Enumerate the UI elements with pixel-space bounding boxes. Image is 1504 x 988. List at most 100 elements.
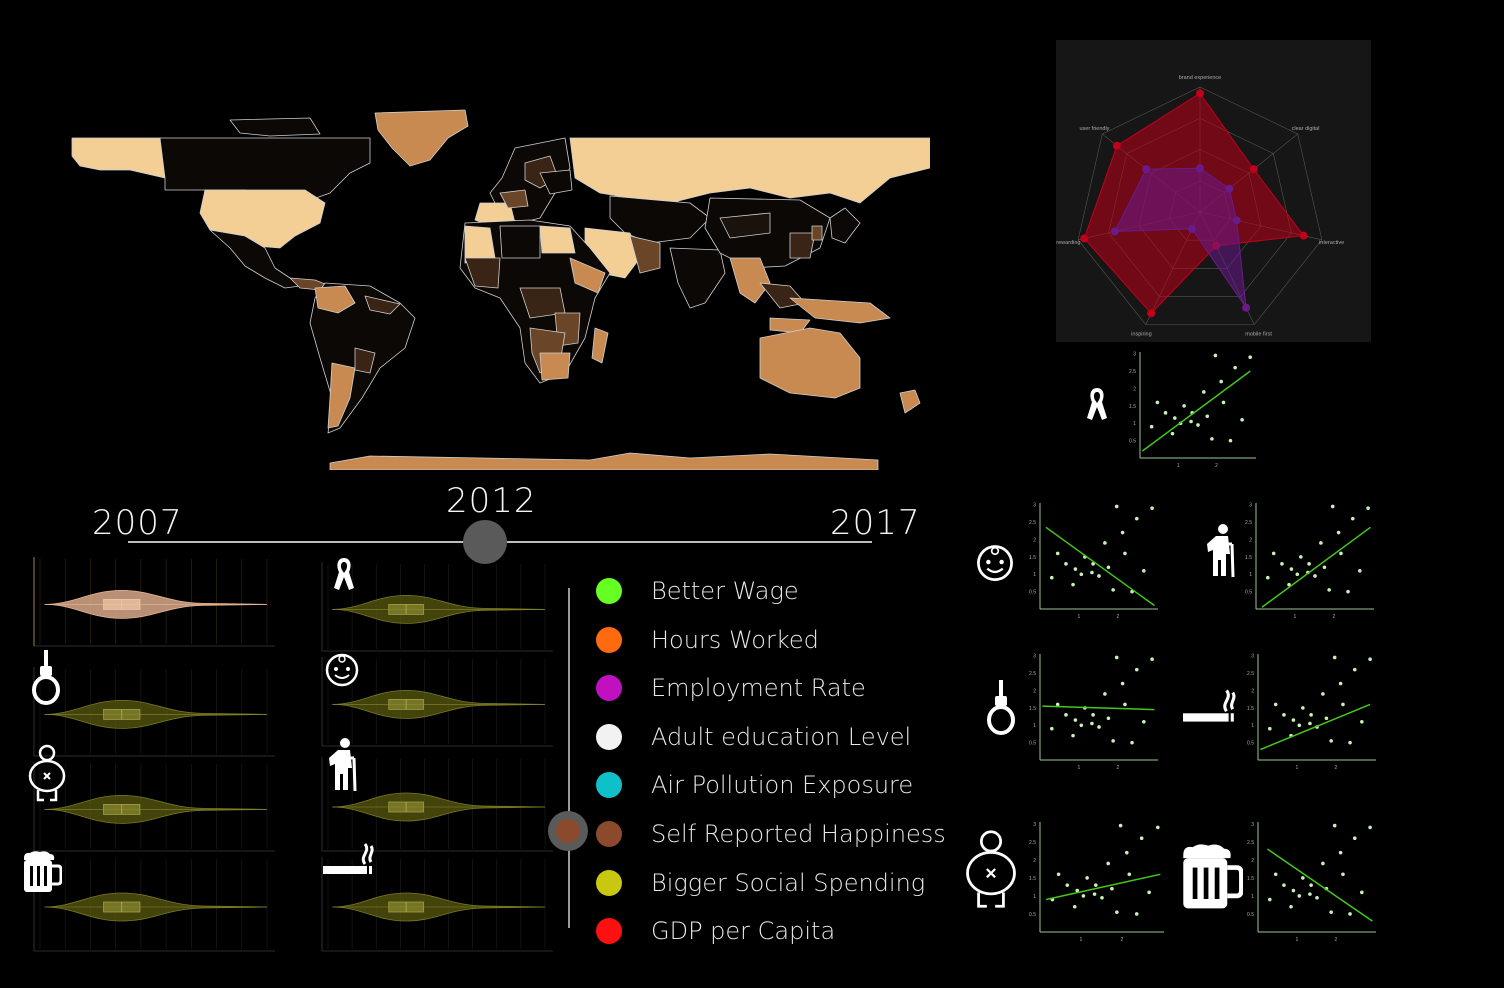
scatter-point[interactable] — [1219, 379, 1223, 384]
scatter-point[interactable] — [1073, 567, 1078, 571]
scatter-point[interactable] — [1147, 890, 1151, 895]
scatter-point[interactable] — [1313, 574, 1317, 578]
scatter-point[interactable] — [1319, 541, 1323, 545]
scatter-point[interactable] — [1064, 562, 1068, 566]
legend-item[interactable]: Hours Worked — [596, 625, 819, 655]
scatter-point[interactable] — [1327, 588, 1331, 592]
scatter-point[interactable] — [1090, 721, 1094, 726]
violin-plot-cancer[interactable] — [318, 560, 553, 655]
scatter-point[interactable] — [1289, 904, 1293, 909]
radar-point[interactable] — [1242, 303, 1251, 312]
scatter-point[interactable] — [1106, 716, 1111, 721]
radar-point[interactable] — [1232, 216, 1241, 225]
scatter-point[interactable] — [1341, 702, 1345, 707]
scatter-point[interactable] — [1271, 551, 1276, 556]
radar-point[interactable] — [1080, 234, 1089, 243]
scatter-point[interactable] — [1125, 850, 1129, 855]
scatter-point[interactable] — [1332, 823, 1337, 828]
violin-plot-elderly[interactable] — [318, 755, 553, 855]
scatter-point[interactable] — [1248, 355, 1252, 360]
radar-point[interactable] — [1112, 141, 1121, 150]
scatter-point[interactable] — [1103, 692, 1107, 696]
scatter-point[interactable] — [1111, 739, 1115, 743]
radar-point[interactable] — [1142, 165, 1151, 174]
scatter-point[interactable] — [1291, 718, 1296, 722]
scatter-point[interactable] — [1092, 892, 1097, 896]
radar-point[interactable] — [1225, 184, 1234, 193]
scatter-point[interactable] — [1055, 551, 1060, 556]
scatter-point[interactable] — [1329, 910, 1333, 914]
scatter-point[interactable] — [1106, 565, 1111, 570]
scatter-point[interactable] — [1352, 667, 1357, 672]
scatter-plot-obesity[interactable]: 3 2.5 2 1.5 1 0.5 1 2 — [1020, 816, 1168, 946]
scatter-point[interactable] — [1081, 894, 1086, 898]
scatter-point[interactable] — [1205, 414, 1210, 419]
scatter-plot-smoking[interactable]: 3 2.5 2 1.5 1 0.5 1 2 — [1238, 648, 1380, 774]
scatter-point[interactable] — [1339, 551, 1343, 556]
legend-item[interactable]: Self Reported Happiness — [596, 819, 946, 849]
scatter-point[interactable] — [1210, 437, 1214, 441]
legend-item[interactable]: Bigger Social Spending — [596, 868, 925, 898]
legend-item[interactable]: Better Wage — [596, 576, 799, 606]
scatter-plot-elderly[interactable]: 3 2.5 2 1.5 1 0.5 1 2 — [1236, 497, 1378, 623]
scatter-point[interactable] — [1056, 872, 1061, 877]
scatter-point[interactable] — [1315, 895, 1319, 900]
scatter-point[interactable] — [1106, 861, 1110, 866]
scatter-point[interactable] — [1118, 823, 1123, 828]
scatter-point[interactable] — [1071, 733, 1075, 738]
scatter-point[interactable] — [1100, 895, 1104, 900]
scatter-point[interactable] — [1240, 417, 1244, 422]
scatter-point[interactable] — [1338, 850, 1343, 855]
scatter-point[interactable] — [1120, 530, 1125, 535]
scatter-point[interactable] — [1273, 872, 1278, 877]
scatter-point[interactable] — [1111, 588, 1115, 592]
scatter-point[interactable] — [1123, 551, 1127, 556]
scatter-point[interactable] — [1097, 574, 1101, 578]
scatter-point[interactable] — [1221, 400, 1226, 405]
scatter-point[interactable] — [1071, 582, 1075, 587]
violin-plot-obesity[interactable] — [30, 760, 275, 855]
scatter-point[interactable] — [1266, 575, 1270, 580]
scatter-point[interactable] — [1360, 719, 1364, 724]
legend-item[interactable]: Air Pollution Exposure — [596, 770, 913, 800]
scatter-point[interactable] — [1273, 702, 1278, 707]
scatter-point[interactable] — [1336, 530, 1341, 535]
scatter-point[interactable] — [1050, 575, 1054, 580]
scatter-point[interactable] — [1050, 726, 1054, 731]
scatter-point[interactable] — [1170, 431, 1175, 436]
scatter-point[interactable] — [1287, 582, 1291, 587]
scatter-plot-infant[interactable]: 3 2.5 2 1.5 1 0.5 1 2 — [1020, 497, 1162, 623]
world-choropleth-map[interactable] — [70, 108, 930, 470]
scatter-point[interactable] — [1139, 836, 1144, 841]
legend-item[interactable]: Employment Rate — [596, 673, 866, 703]
scatter-point[interactable] — [1228, 438, 1233, 443]
scatter-point[interactable] — [1134, 667, 1139, 672]
scatter-point[interactable] — [1280, 562, 1284, 566]
scatter-point[interactable] — [1268, 897, 1272, 902]
violin-plot-smoking[interactable] — [318, 855, 553, 955]
radar-point[interactable] — [1187, 224, 1196, 233]
scatter-point[interactable] — [1297, 723, 1302, 728]
scatter-point[interactable] — [1299, 555, 1303, 559]
scatter-point[interactable] — [1085, 876, 1089, 880]
scatter-point[interactable] — [1173, 416, 1177, 420]
scatter-point[interactable] — [1182, 404, 1186, 408]
radar-point[interactable] — [1147, 309, 1156, 318]
violin-plot-gdp[interactable] — [30, 555, 275, 650]
scatter-point[interactable] — [1366, 506, 1370, 511]
violin-plot-alcohol[interactable] — [30, 855, 275, 955]
scatter-point[interactable] — [1322, 565, 1327, 570]
scatter-point[interactable] — [1079, 723, 1084, 728]
legend-slider-track[interactable] — [568, 588, 570, 928]
timeline-thumb[interactable] — [463, 520, 507, 564]
scatter-point[interactable] — [1134, 912, 1139, 916]
scatter-point[interactable] — [1291, 888, 1296, 893]
scatter-point[interactable] — [1329, 739, 1333, 743]
scatter-point[interactable] — [1189, 419, 1193, 424]
scatter-point[interactable] — [1120, 681, 1125, 686]
scatter-point[interactable] — [1091, 562, 1095, 566]
scatter-point[interactable] — [1142, 568, 1146, 573]
radar-chart[interactable]: brand experience clear digital interactive… — [1056, 40, 1371, 342]
scatter-point[interactable] — [1150, 506, 1154, 511]
radar-point[interactable] — [1299, 231, 1308, 240]
